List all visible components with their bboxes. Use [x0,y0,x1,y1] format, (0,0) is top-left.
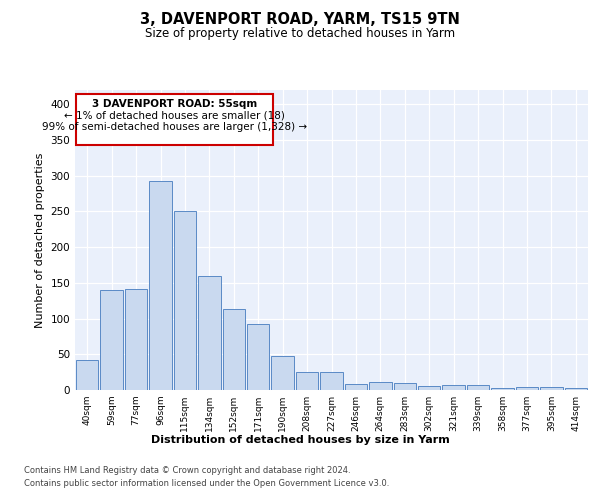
Bar [198,276,221,390]
Bar [271,356,294,390]
Bar [540,387,563,390]
Bar [344,384,367,390]
Bar [442,385,465,390]
Bar [394,383,416,390]
Bar [320,372,343,390]
Bar [76,360,98,390]
Text: ← 1% of detached houses are smaller (18): ← 1% of detached houses are smaller (18) [64,110,285,120]
Bar [125,290,148,390]
Bar [173,210,196,390]
Bar [467,385,490,390]
Bar [296,372,319,390]
Text: 99% of semi-detached houses are larger (1,328) →: 99% of semi-detached houses are larger (… [42,122,307,132]
Bar [223,310,245,390]
Bar [491,388,514,390]
Bar [149,180,172,390]
Text: Distribution of detached houses by size in Yarm: Distribution of detached houses by size … [151,435,449,445]
Text: Size of property relative to detached houses in Yarm: Size of property relative to detached ho… [145,28,455,40]
Bar [100,290,123,390]
Bar [565,388,587,390]
Bar [418,386,440,390]
Bar [369,382,392,390]
FancyBboxPatch shape [76,94,273,145]
Bar [515,387,538,390]
Y-axis label: Number of detached properties: Number of detached properties [35,152,45,328]
Text: Contains HM Land Registry data © Crown copyright and database right 2024.: Contains HM Land Registry data © Crown c… [24,466,350,475]
Text: 3 DAVENPORT ROAD: 55sqm: 3 DAVENPORT ROAD: 55sqm [92,100,257,110]
Text: 3, DAVENPORT ROAD, YARM, TS15 9TN: 3, DAVENPORT ROAD, YARM, TS15 9TN [140,12,460,28]
Bar [247,324,269,390]
Text: Contains public sector information licensed under the Open Government Licence v3: Contains public sector information licen… [24,479,389,488]
